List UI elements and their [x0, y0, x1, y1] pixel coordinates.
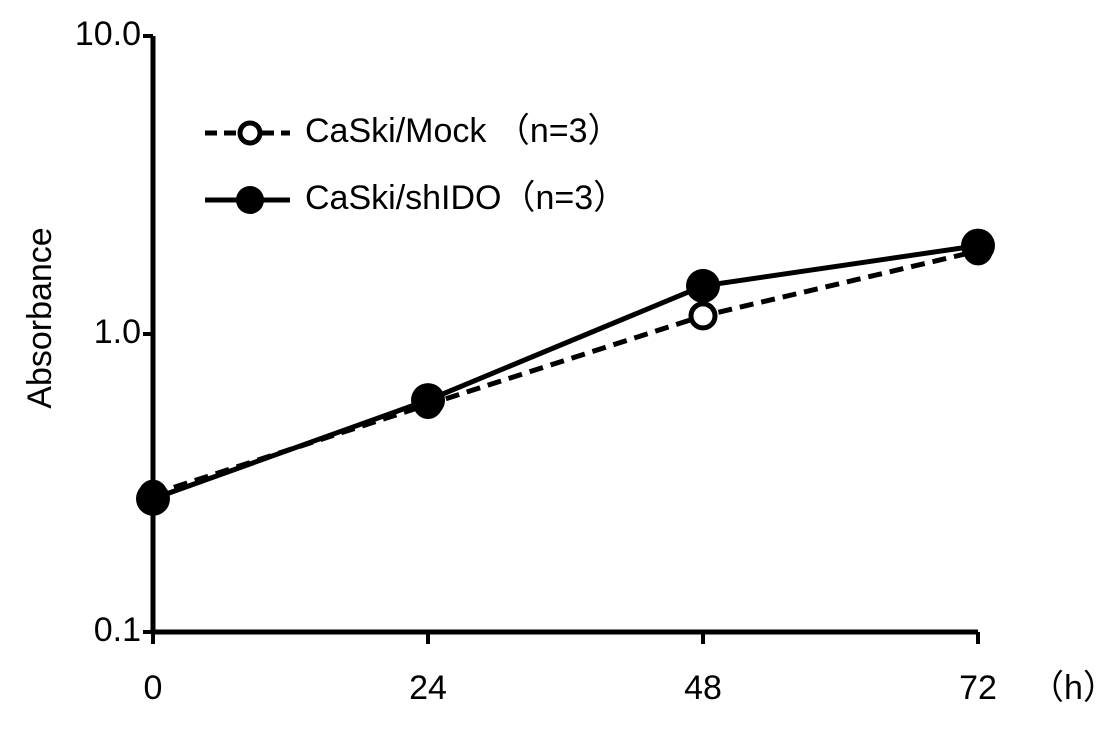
x-tick-label: 24: [409, 669, 447, 707]
data-point: [686, 268, 720, 303]
data-point: [688, 301, 718, 331]
data-point: [411, 383, 445, 418]
legend-marker: [236, 186, 264, 214]
series-line: [152, 243, 979, 502]
y-axis-label: Absorbance: [21, 227, 59, 408]
y-tick-label: 0.1: [94, 611, 141, 649]
legend-label: CaSki/Mock （n=3）: [305, 112, 622, 150]
data-point: [961, 228, 995, 263]
x-axis-label: （h）: [1030, 669, 1110, 707]
data-point: [136, 481, 170, 516]
y-tick-label: 10.0: [75, 15, 141, 53]
x-tick-label: 0: [144, 669, 163, 707]
series-line: [152, 248, 979, 497]
legend-marker: [237, 120, 263, 146]
x-tick-label: 72: [959, 669, 997, 707]
x-tick-label: 48: [684, 669, 722, 707]
y-tick-label: 1.0: [94, 313, 141, 351]
legend-label: CaSki/shIDO（n=3）: [305, 179, 627, 217]
